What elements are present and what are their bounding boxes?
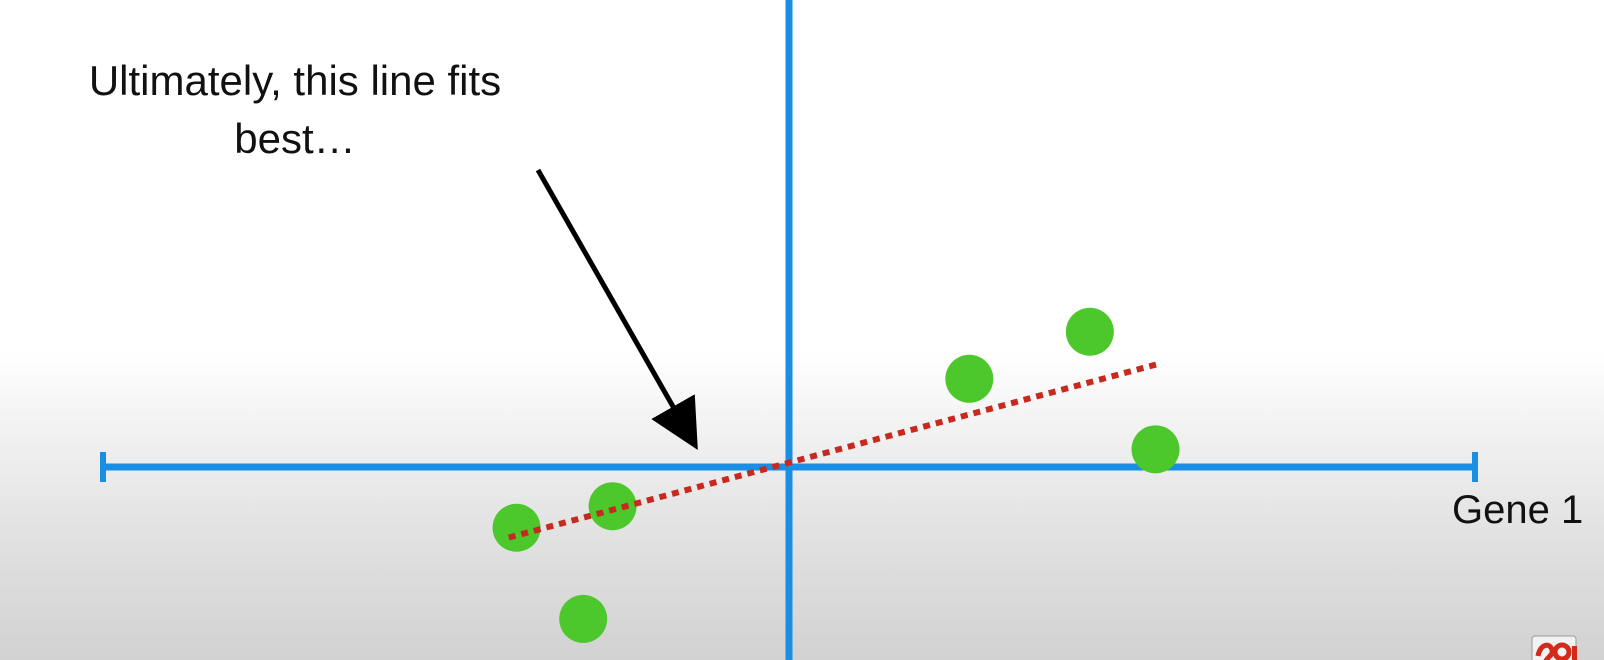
statquest-logo-icon [1526, 626, 1586, 660]
annotation-arrow-layer [535, 168, 698, 451]
data-point [559, 594, 608, 643]
annotation-line-2: best… [234, 115, 356, 162]
best-fit-line [507, 360, 1163, 541]
data-point [1131, 425, 1180, 474]
data-points [492, 307, 1180, 643]
data-point [945, 354, 994, 403]
fit-line-layer [507, 360, 1163, 541]
annotation-arrow [535, 168, 698, 451]
x-axis-label: Gene 1 [1452, 488, 1584, 532]
data-point [588, 482, 637, 531]
annotation-text: Ultimately, this line fits best… [40, 52, 550, 168]
data-point [492, 503, 541, 552]
annotation-line-1: Ultimately, this line fits [88, 57, 502, 104]
data-point [1065, 307, 1114, 356]
axes [100, 0, 1478, 660]
